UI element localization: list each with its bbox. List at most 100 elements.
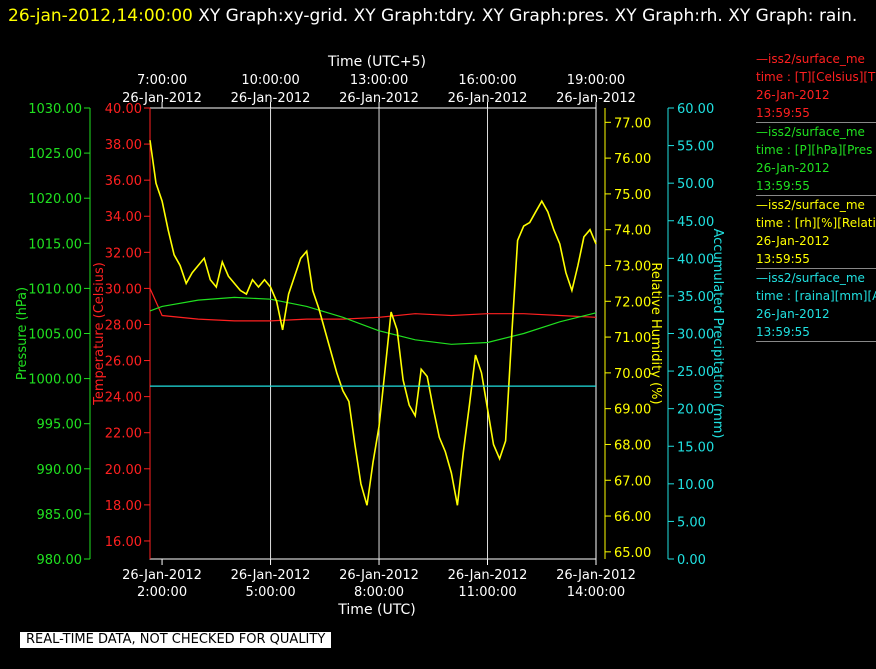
y-tick-label: 18.00 (105, 499, 142, 514)
y-tick-label: 1015.00 (28, 237, 82, 252)
y-axis-label: Temperature (Celsius) (92, 262, 107, 406)
y-tick-label: 69.00 (614, 403, 651, 418)
legend-entry-time: 13:59:55 (756, 252, 810, 266)
y-tick-label: 30.00 (677, 328, 714, 343)
y-tick-label: 25.00 (677, 365, 714, 380)
y-tick-label: 15.00 (677, 440, 714, 455)
y-tick-label: 40.00 (105, 102, 142, 117)
x-tick-label-date: 26-Jan-2012 (339, 568, 419, 583)
y-axis-label: Accumulated Precipitation (mm) (710, 228, 725, 438)
y-tick-label: 34.00 (105, 210, 142, 225)
y-tick-label: 10.00 (677, 478, 714, 493)
y-tick-label: 26.00 (105, 355, 142, 370)
y-tick-label: 72.00 (614, 295, 651, 310)
x-axis-label: Time (UTC) (337, 602, 415, 618)
y-tick-label: 55.00 (677, 140, 714, 155)
y-tick-label: 16.00 (105, 535, 142, 550)
y-tick-label: 985.00 (37, 508, 83, 523)
chart-header: 26-jan-2012,14:00:00 XY Graph:xy-grid. X… (8, 2, 868, 30)
series-line-temperature (149, 288, 597, 322)
y-tick-label: 76.00 (614, 152, 651, 167)
legend-entry-date: 26-Jan-2012 (756, 234, 830, 248)
x-tick-label-time: 8:00:00 (354, 585, 404, 600)
y-tick-label: 32.00 (105, 246, 142, 261)
x-top-tick-label-time: 7:00:00 (137, 73, 187, 88)
y-tick-label: 1010.00 (28, 282, 82, 297)
legend-entry-date: 26-Jan-2012 (756, 161, 830, 175)
legend: —iss2/surface_me time : [T][Celsius][T 26-… (756, 50, 876, 342)
quality-note: REAL-TIME DATA, NOT CHECKED FOR QUALITY (20, 632, 332, 648)
y-tick-label: 980.00 (37, 553, 83, 568)
y-tick-label: 5.00 (677, 515, 706, 530)
x-top-tick-label-date: 26-Jan-2012 (556, 91, 636, 106)
x-tick-label-date: 26-Jan-2012 (448, 568, 528, 583)
y-tick-label: 45.00 (677, 215, 714, 230)
y-tick-label: 1005.00 (28, 328, 82, 343)
legend-entry-line2: time : [P][hPa][Pres (756, 143, 873, 157)
x-tick-label-time: 5:00:00 (245, 585, 295, 600)
x-top-tick-label-time: 19:00:00 (567, 73, 625, 88)
xy-graph: 26-Jan-2012 2:00:00 26-Jan-2012 5:00:00 26-J… (15, 54, 725, 618)
y-tick-label: 65.00 (614, 546, 651, 561)
y-tick-label: 50.00 (677, 177, 714, 192)
y-tick-label: 990.00 (37, 463, 83, 478)
legend-entry-name: —iss2/surface_me (756, 271, 865, 285)
series-line-rh (149, 140, 597, 506)
y-tick-label: 28.00 (105, 318, 142, 333)
x-tick-label-date: 26-Jan-2012 (556, 568, 636, 583)
y-axis-label: Relative Humidity (%) (648, 262, 663, 404)
legend-entry-line2: time : [raina][mm][A (756, 289, 876, 303)
x-top-tick-label-date: 26-Jan-2012 (231, 91, 311, 106)
legend-entry-name: —iss2/surface_me (756, 125, 865, 139)
y-tick-label: 77.00 (614, 116, 651, 131)
y-tick-label: 70.00 (614, 367, 651, 382)
x-top-tick-label-date: 26-Jan-2012 (448, 91, 528, 106)
y-tick-label: 38.00 (105, 138, 142, 153)
y-tick-label: 73.00 (614, 259, 651, 274)
y-tick-label: 20.00 (105, 463, 142, 478)
y-tick-label: 1020.00 (28, 192, 82, 207)
y-tick-label: 995.00 (37, 418, 83, 433)
legend-entry: —iss2/surface_me time : [rh][%][Relati 26-… (756, 196, 876, 269)
y-tick-label: 75.00 (614, 188, 651, 203)
x-top-tick-label-time: 13:00:00 (350, 73, 408, 88)
y-tick-label: 68.00 (614, 438, 651, 453)
x-tick-label-date: 26-Jan-2012 (122, 568, 202, 583)
header-timestamp: 26-jan-2012,14:00:00 (8, 6, 193, 26)
x-tick-label-date: 26-Jan-2012 (231, 568, 311, 583)
y-tick-label: 30.00 (105, 282, 142, 297)
y-tick-label: 1030.00 (28, 102, 82, 117)
x-tick-label-time: 14:00:00 (567, 585, 625, 600)
header-title: XY Graph:xy-grid. XY Graph:tdry. XY Grap… (198, 6, 858, 26)
legend-entry-time: 13:59:55 (756, 325, 810, 339)
y-tick-label: 74.00 (614, 224, 651, 239)
y-tick-label: 20.00 (677, 403, 714, 418)
y-tick-label: 24.00 (105, 391, 142, 406)
legend-entry-name: —iss2/surface_me (756, 52, 865, 66)
series-line-pressure (149, 296, 597, 345)
x-top-tick-label-date: 26-Jan-2012 (122, 91, 202, 106)
y-axis-label: Pressure (hPa) (15, 287, 30, 380)
y-tick-label: 22.00 (105, 427, 142, 442)
y-tick-label: 1000.00 (28, 373, 82, 388)
y-tick-label: 0.00 (677, 553, 706, 568)
y-tick-label: 36.00 (105, 174, 142, 189)
x-top-tick-label-date: 26-Jan-2012 (339, 91, 419, 106)
x-tick-label-time: 11:00:00 (458, 585, 516, 600)
y-tick-label: 35.00 (677, 290, 714, 305)
y-tick-label: 1025.00 (28, 147, 82, 162)
x-top-axis-label: Time (UTC+5) (327, 54, 426, 70)
y-tick-label: 71.00 (614, 331, 651, 346)
legend-entry-name: —iss2/surface_me (756, 198, 865, 212)
x-top-tick-label-time: 16:00:00 (458, 73, 516, 88)
x-tick-label-time: 2:00:00 (137, 585, 187, 600)
legend-entry: —iss2/surface_me time : [T][Celsius][T 26-… (756, 50, 876, 123)
legend-entry-date: 26-Jan-2012 (756, 307, 830, 321)
legend-entry-line2: time : [T][Celsius][T (756, 70, 876, 84)
y-tick-label: 66.00 (614, 510, 651, 525)
legend-entry-time: 13:59:55 (756, 106, 810, 120)
y-tick-label: 40.00 (677, 252, 714, 267)
legend-entry-time: 13:59:55 (756, 179, 810, 193)
